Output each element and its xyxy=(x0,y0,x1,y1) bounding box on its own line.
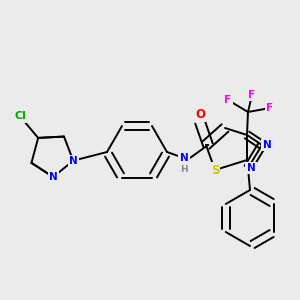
Text: N: N xyxy=(180,153,188,163)
Text: F: F xyxy=(224,95,232,105)
Text: N: N xyxy=(69,156,78,166)
Text: H: H xyxy=(180,164,188,173)
Text: O: O xyxy=(195,107,205,121)
Text: N: N xyxy=(262,140,272,150)
Text: N: N xyxy=(247,163,255,173)
Text: S: S xyxy=(211,164,219,176)
Text: F: F xyxy=(248,90,256,100)
Text: N: N xyxy=(49,172,58,182)
Text: Cl: Cl xyxy=(14,112,26,122)
Text: F: F xyxy=(266,103,274,113)
